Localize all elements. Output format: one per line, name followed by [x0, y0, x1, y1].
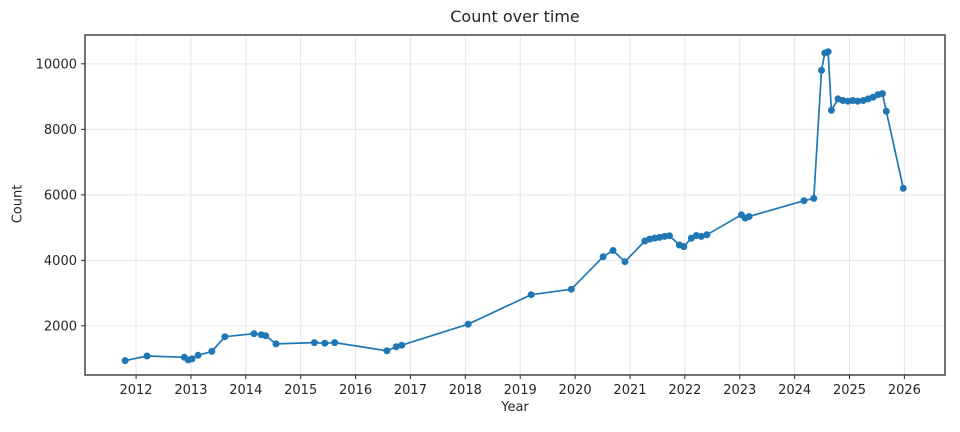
- data-point: [599, 253, 607, 261]
- data-point: [221, 333, 229, 341]
- x-tick-label: 2020: [559, 383, 592, 398]
- data-point: [745, 213, 753, 220]
- y-tick-label: 2000: [44, 319, 77, 334]
- data-point: [250, 330, 258, 338]
- x-tick-label: 2024: [778, 383, 811, 398]
- data-point: [188, 355, 196, 363]
- data-point: [882, 107, 890, 115]
- plot-border: [84, 34, 946, 376]
- data-point: [621, 258, 629, 266]
- data-point: [331, 339, 339, 347]
- x-tick-label: 2016: [339, 383, 372, 398]
- data-point: [567, 285, 575, 293]
- data-point: [899, 184, 907, 192]
- data-point: [818, 66, 825, 74]
- data-point: [121, 357, 129, 365]
- x-tick-label: 2015: [284, 383, 317, 398]
- data-point: [703, 231, 711, 239]
- data-line: [124, 50, 905, 362]
- data-point: [464, 320, 472, 328]
- data-point: [697, 232, 705, 240]
- x-tick-label: 2019: [504, 383, 537, 398]
- data-point: [208, 347, 216, 355]
- x-tick-label: 2017: [394, 383, 427, 398]
- data-point: [854, 97, 862, 105]
- y-tick-label: 8000: [44, 123, 77, 138]
- data-point: [824, 48, 832, 56]
- x-tick-label: 2013: [174, 383, 207, 398]
- x-axis-label: Year: [501, 400, 529, 415]
- data-point: [398, 341, 406, 349]
- data-point: [262, 332, 270, 340]
- chart-title: Count over time: [450, 7, 580, 26]
- data-point: [527, 291, 535, 299]
- data-point: [666, 232, 673, 240]
- data-point: [810, 194, 818, 202]
- x-tick-label: 2012: [119, 383, 152, 398]
- data-point: [827, 106, 835, 114]
- x-tick-label: 2022: [668, 383, 701, 398]
- y-axis-label: Count: [10, 184, 26, 224]
- x-tick-label: 2021: [613, 383, 646, 398]
- data-point: [800, 197, 808, 205]
- y-tick-label: 6000: [44, 188, 77, 203]
- y-tick-label: 10000: [36, 57, 77, 72]
- x-tick-label: 2025: [833, 383, 866, 398]
- y-tick-label: 4000: [44, 254, 77, 269]
- data-point: [272, 340, 280, 348]
- data-point: [383, 347, 391, 355]
- data-point: [321, 339, 329, 347]
- x-tick-label: 2014: [229, 383, 262, 398]
- data-point: [194, 351, 202, 359]
- data-point: [310, 339, 318, 347]
- data-point: [680, 243, 688, 251]
- data-point: [392, 343, 400, 351]
- x-tick-label: 2026: [888, 383, 921, 398]
- data-point: [878, 90, 886, 98]
- x-tick-label: 2023: [723, 383, 756, 398]
- data-point: [143, 352, 151, 360]
- data-point: [609, 247, 617, 254]
- x-tick-label: 2018: [449, 383, 482, 398]
